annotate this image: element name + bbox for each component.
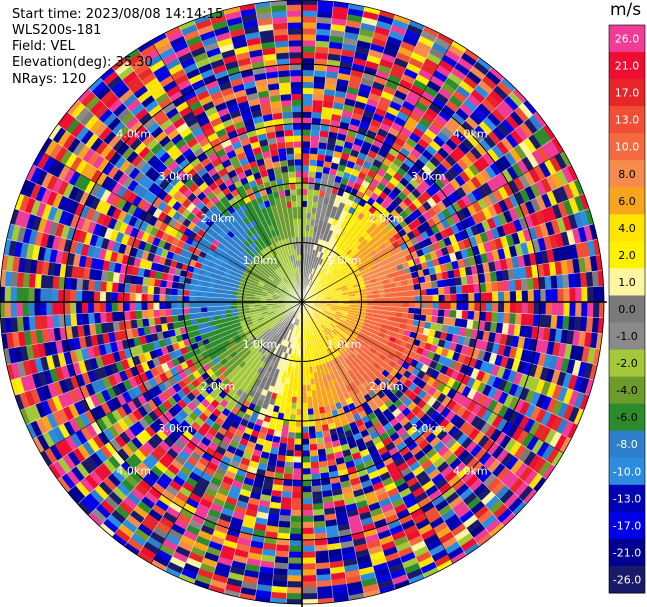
colorbar-swatch — [609, 160, 645, 188]
colorbar-swatch — [609, 484, 645, 513]
range-ring-label: 1.0km — [327, 338, 362, 351]
azimuth-spoke — [40, 150, 303, 303]
colorbar-tick-label: -4.0 — [616, 384, 637, 397]
range-ring-label: 3.0km — [158, 422, 193, 435]
range-ring-label: 1.0km — [243, 338, 278, 351]
range-ring-label: 3.0km — [158, 170, 193, 183]
colorbar-swatch — [609, 565, 645, 594]
azimuth-spoke — [40, 301, 303, 454]
field-label: Field: VEL — [12, 39, 75, 54]
colorbar-tick-label: -10.0 — [613, 465, 641, 478]
range-ring-label: 1.0km — [327, 254, 362, 267]
colorbar-tick-label: 2.0 — [618, 249, 636, 262]
azimuth-spoke — [150, 40, 303, 303]
colorbar-tick-label: 21.0 — [615, 60, 640, 73]
colorbar-swatch — [609, 187, 645, 215]
colorbar-swatch — [609, 106, 645, 134]
colorbar-tick-label: 26.0 — [615, 33, 640, 46]
range-ring-label: 1.0km — [243, 254, 278, 267]
colorbar-tick-label: -8.0 — [616, 438, 637, 451]
colorbar-tick-label: -6.0 — [616, 411, 637, 424]
colorbar: 26.0 21.0 17.0 13.0 10.0 8.0 6.0 4.0 2.0 1.0 0.0 -1… — [608, 24, 646, 607]
colorbar-tick-label: 17.0 — [615, 87, 640, 100]
nrays-label: NRays: 120 — [12, 72, 87, 87]
colorbar-tick-label: -26.0 — [613, 573, 641, 586]
range-ring-label: 2.0km — [201, 212, 236, 225]
azimuth-spoke — [301, 150, 564, 303]
velocity-field — [0, 0, 605, 605]
elevation-label: Elevation(deg): 35.30 — [12, 55, 153, 70]
azimuth-spoke — [301, 301, 564, 454]
colorbar-tick-label: -13.0 — [613, 492, 641, 505]
colorbar-swatch — [609, 322, 645, 351]
colorbar-tick-label: 0.0 — [618, 303, 636, 316]
station-label: WLS200s-181 — [12, 23, 102, 38]
range-ring-label: 3.0km — [411, 422, 446, 435]
colorbar-tick-label: -2.0 — [616, 357, 637, 370]
colorbar-tick-label: 10.0 — [615, 141, 640, 154]
colorbar-tick-label: -1.0 — [616, 330, 637, 343]
colorbar-tick-label: 8.0 — [618, 168, 636, 181]
colorbar-tick-label: 6.0 — [618, 195, 636, 208]
range-ring-label: 4.0km — [453, 128, 488, 141]
colorbar-unit: m/s — [610, 0, 642, 20]
start-time-label: Start time: 2023/08/08 14:14:15 — [12, 7, 224, 22]
range-ring-label: 2.0km — [369, 380, 404, 393]
range-ring-label: 4.0km — [116, 464, 151, 477]
colorbar-swatch — [609, 241, 645, 269]
colorbar-swatch — [609, 403, 645, 432]
colorbar-tick-label: -17.0 — [613, 519, 641, 532]
azimuth-spoke — [150, 301, 303, 564]
colorbar-tick-label: 4.0 — [618, 222, 636, 235]
colorbar-swatch — [609, 457, 645, 486]
colorbar-tick-label: 13.0 — [615, 114, 640, 127]
colorbar-swatch — [609, 268, 645, 296]
range-ring-label: 3.0km — [411, 170, 446, 183]
colorbar-swatch — [609, 25, 645, 53]
colorbar-swatch — [609, 511, 645, 540]
colorbar-swatch — [609, 214, 645, 242]
colorbar-swatch — [609, 376, 645, 405]
range-ring-label: 4.0km — [453, 464, 488, 477]
range-ring-label: 2.0km — [201, 380, 236, 393]
colorbar-tick-label: -30.0 — [613, 601, 641, 607]
colorbar-tick-label: 1.0 — [618, 276, 636, 289]
azimuth-spoke — [301, 40, 454, 303]
colorbar-swatch — [609, 79, 645, 107]
colorbar-swatch — [609, 133, 645, 161]
range-ring-label: 4.0km — [116, 128, 151, 141]
colorbar-swatch — [609, 52, 645, 80]
colorbar-swatch — [609, 538, 645, 567]
colorbar-swatch — [609, 295, 645, 324]
colorbar-tick-label: -21.0 — [613, 546, 641, 559]
colorbar-swatch — [609, 349, 645, 378]
range-ring-label: 2.0km — [369, 212, 404, 225]
colorbar-swatch — [609, 430, 645, 459]
azimuth-spoke — [301, 301, 454, 564]
